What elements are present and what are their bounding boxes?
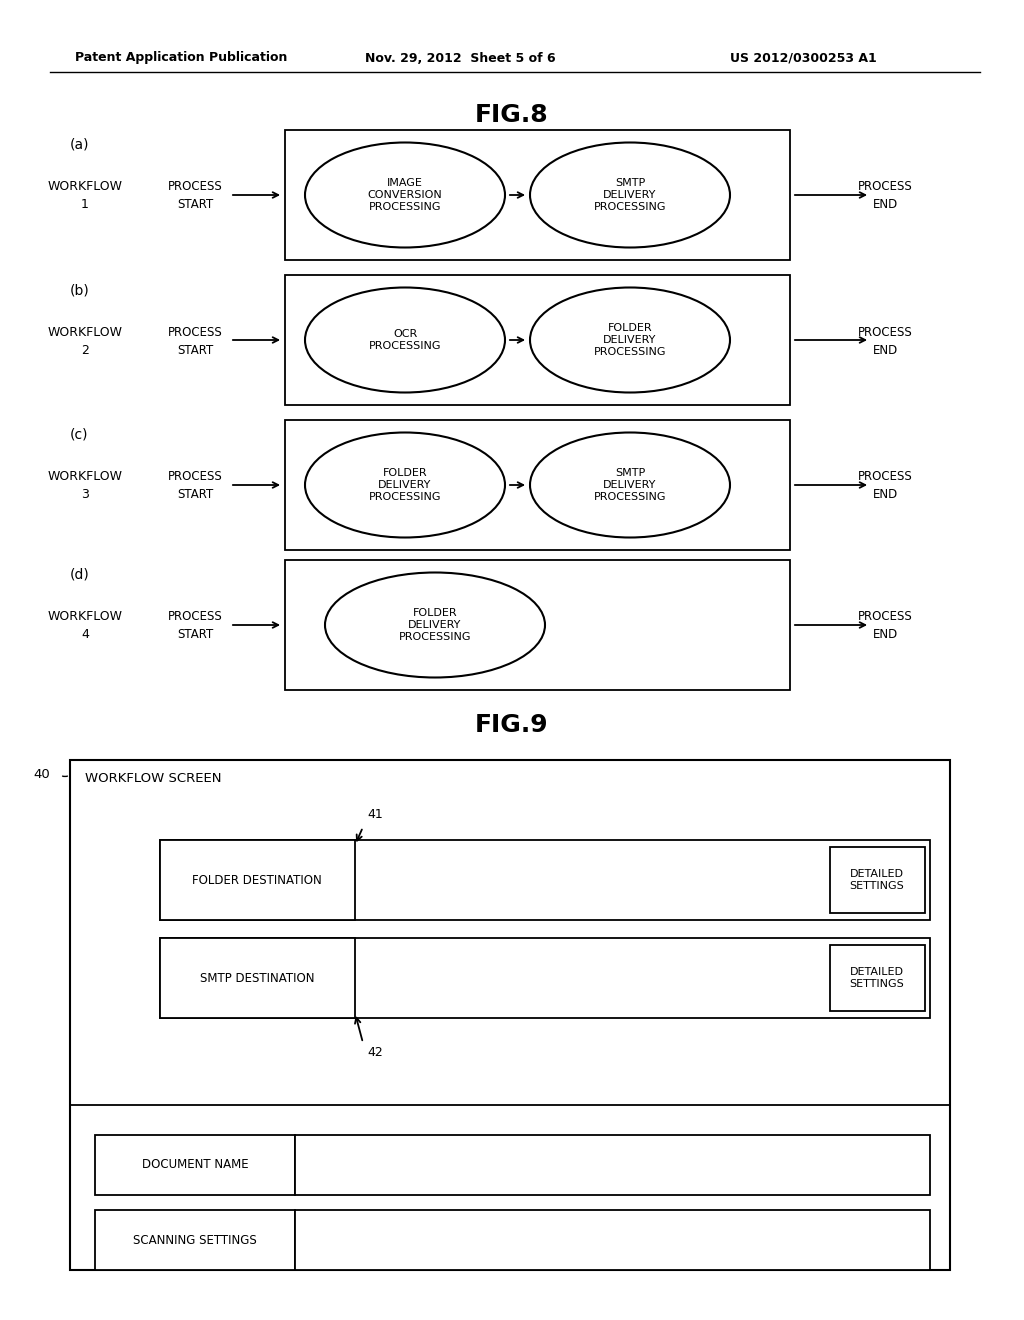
Text: US 2012/0300253 A1: US 2012/0300253 A1: [730, 51, 877, 65]
Text: DETAILED
SETTINGS: DETAILED SETTINGS: [850, 869, 904, 891]
Text: END: END: [872, 198, 898, 211]
Text: Nov. 29, 2012  Sheet 5 of 6: Nov. 29, 2012 Sheet 5 of 6: [365, 51, 556, 65]
Bar: [295, 1210, 930, 1270]
Bar: [70, 760, 950, 1270]
Text: OCR
PROCESSING: OCR PROCESSING: [369, 329, 441, 351]
Text: (d): (d): [70, 568, 90, 582]
Bar: [160, 840, 355, 920]
Text: FOLDER
DELIVERY
PROCESSING: FOLDER DELIVERY PROCESSING: [369, 469, 441, 502]
Bar: [285, 560, 790, 690]
Text: WORKFLOW: WORKFLOW: [47, 470, 123, 483]
Text: START: START: [177, 628, 213, 642]
Text: 42: 42: [367, 1047, 383, 1060]
Bar: [95, 1135, 295, 1195]
Bar: [285, 420, 790, 550]
Text: PROCESS: PROCESS: [168, 610, 222, 623]
Ellipse shape: [305, 288, 505, 392]
Text: PROCESS: PROCESS: [858, 181, 912, 194]
Text: PROCESS: PROCESS: [168, 326, 222, 338]
Text: 1: 1: [81, 198, 89, 211]
Text: PROCESS: PROCESS: [168, 470, 222, 483]
Text: WORKFLOW: WORKFLOW: [47, 610, 123, 623]
Text: WORKFLOW: WORKFLOW: [47, 181, 123, 194]
Text: SCANNING SETTINGS: SCANNING SETTINGS: [133, 1233, 257, 1246]
Text: PROCESS: PROCESS: [168, 181, 222, 194]
Text: END: END: [872, 343, 898, 356]
Bar: [295, 1135, 930, 1195]
Bar: [830, 847, 925, 913]
Text: DETAILED
SETTINGS: DETAILED SETTINGS: [850, 968, 904, 989]
Bar: [285, 275, 790, 405]
Ellipse shape: [530, 433, 730, 537]
Text: 2: 2: [81, 343, 89, 356]
Text: START: START: [177, 343, 213, 356]
Text: END: END: [872, 488, 898, 502]
Text: FOLDER
DELIVERY
PROCESSING: FOLDER DELIVERY PROCESSING: [594, 323, 667, 356]
Bar: [160, 939, 355, 1018]
Text: END: END: [872, 628, 898, 642]
Text: FIG.9: FIG.9: [475, 713, 549, 737]
Text: WORKFLOW SCREEN: WORKFLOW SCREEN: [85, 771, 221, 784]
Text: (c): (c): [70, 428, 88, 442]
Ellipse shape: [305, 433, 505, 537]
Bar: [95, 1210, 295, 1270]
Bar: [160, 840, 930, 920]
Text: SMTP
DELIVERY
PROCESSING: SMTP DELIVERY PROCESSING: [594, 178, 667, 211]
Bar: [160, 939, 930, 1018]
Text: FOLDER DESTINATION: FOLDER DESTINATION: [193, 874, 322, 887]
Ellipse shape: [325, 573, 545, 677]
Text: FIG.8: FIG.8: [475, 103, 549, 127]
Text: SMTP DESTINATION: SMTP DESTINATION: [200, 972, 314, 985]
Text: 4: 4: [81, 628, 89, 642]
Ellipse shape: [530, 143, 730, 248]
Bar: [285, 129, 790, 260]
Text: 40: 40: [33, 768, 50, 781]
Text: SMTP
DELIVERY
PROCESSING: SMTP DELIVERY PROCESSING: [594, 469, 667, 502]
Text: (b): (b): [70, 282, 90, 297]
Ellipse shape: [530, 288, 730, 392]
Text: PROCESS: PROCESS: [858, 326, 912, 338]
Text: 3: 3: [81, 488, 89, 502]
Bar: [830, 945, 925, 1011]
Text: (a): (a): [70, 139, 89, 152]
Text: WORKFLOW: WORKFLOW: [47, 326, 123, 338]
Text: PROCESS: PROCESS: [858, 470, 912, 483]
Text: IMAGE
CONVERSION
PROCESSING: IMAGE CONVERSION PROCESSING: [368, 178, 442, 211]
Ellipse shape: [305, 143, 505, 248]
Text: Patent Application Publication: Patent Application Publication: [75, 51, 288, 65]
Text: PROCESS: PROCESS: [858, 610, 912, 623]
Text: START: START: [177, 198, 213, 211]
Text: 41: 41: [367, 808, 383, 821]
Text: START: START: [177, 488, 213, 502]
Text: DOCUMENT NAME: DOCUMENT NAME: [141, 1159, 248, 1172]
Text: FOLDER
DELIVERY
PROCESSING: FOLDER DELIVERY PROCESSING: [398, 609, 471, 642]
